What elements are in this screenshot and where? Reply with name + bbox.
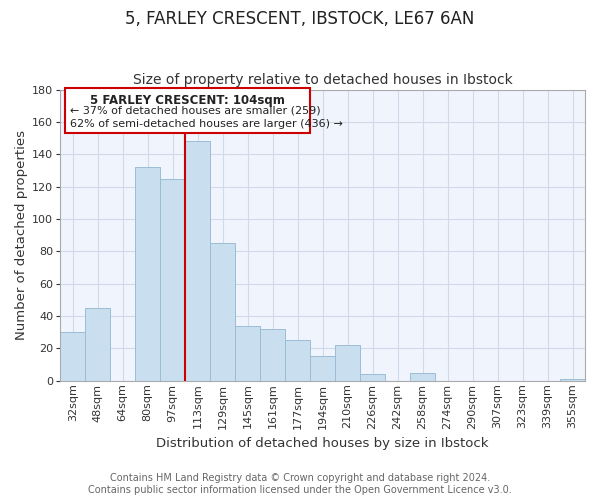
- X-axis label: Distribution of detached houses by size in Ibstock: Distribution of detached houses by size …: [157, 437, 489, 450]
- Y-axis label: Number of detached properties: Number of detached properties: [15, 130, 28, 340]
- Text: 5 FARLEY CRESCENT: 104sqm: 5 FARLEY CRESCENT: 104sqm: [90, 94, 285, 108]
- Bar: [310, 356, 335, 381]
- Text: Contains HM Land Registry data © Crown copyright and database right 2024.
Contai: Contains HM Land Registry data © Crown c…: [88, 474, 512, 495]
- Bar: [335, 345, 360, 381]
- Bar: [210, 243, 235, 381]
- Bar: [160, 178, 185, 381]
- Bar: [560, 379, 585, 381]
- Bar: [85, 308, 110, 381]
- Bar: [410, 372, 435, 381]
- Text: 62% of semi-detached houses are larger (436) →: 62% of semi-detached houses are larger (…: [70, 118, 343, 128]
- Bar: [65, 88, 310, 133]
- Bar: [60, 332, 85, 381]
- Bar: [285, 340, 310, 381]
- Text: 5, FARLEY CRESCENT, IBSTOCK, LE67 6AN: 5, FARLEY CRESCENT, IBSTOCK, LE67 6AN: [125, 10, 475, 28]
- Bar: [185, 142, 210, 381]
- Text: ← 37% of detached houses are smaller (259): ← 37% of detached houses are smaller (25…: [70, 106, 321, 116]
- Bar: [360, 374, 385, 381]
- Bar: [235, 326, 260, 381]
- Bar: [135, 167, 160, 381]
- Bar: [260, 329, 285, 381]
- Title: Size of property relative to detached houses in Ibstock: Size of property relative to detached ho…: [133, 73, 512, 87]
